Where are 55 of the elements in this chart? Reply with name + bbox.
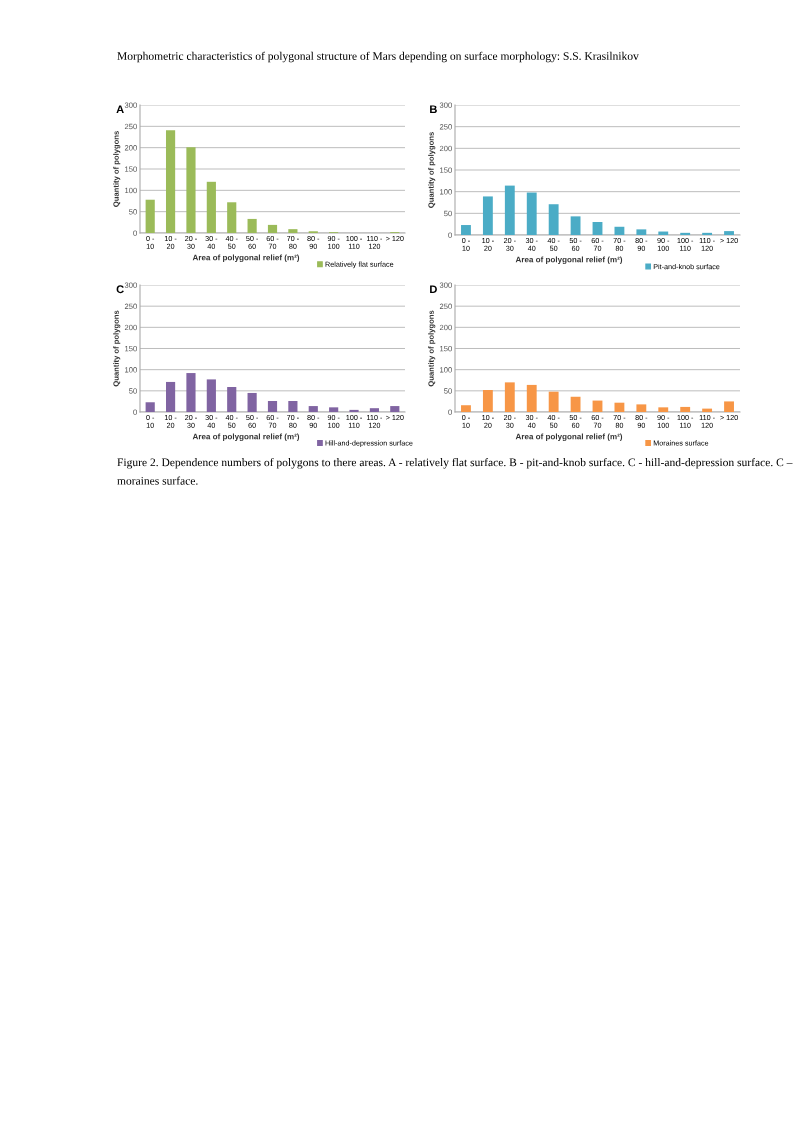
bar	[227, 387, 237, 412]
bar	[504, 382, 515, 412]
bar	[186, 147, 196, 233]
x-axis-title: Area of polygonal relief (m²)	[192, 433, 300, 441]
bar	[165, 381, 176, 412]
bar	[461, 405, 471, 412]
bar	[267, 400, 278, 412]
bar	[702, 408, 713, 412]
bar	[658, 407, 669, 412]
bar	[548, 391, 559, 412]
bar	[461, 225, 471, 235]
bar	[614, 226, 625, 235]
text: Morphometric characteristics of polygonal structure of Mars depending on surface morphology: S.S. Krasilnikov	[117, 51, 639, 63]
bar	[680, 232, 691, 235]
chart-title: D	[430, 285, 437, 294]
bar	[206, 181, 216, 233]
bar	[390, 406, 400, 412]
bar	[526, 384, 537, 412]
bar	[702, 232, 713, 235]
bar	[482, 196, 493, 235]
bar	[247, 392, 257, 412]
caption: Figure 2. Dependence numbers of polygons to there areas. A - relatively flat surface. B - pit-and-knob surface. C - hill-and-depression surface. C – moraines surface.	[117, 458, 793, 485]
bar	[724, 401, 734, 412]
bar	[636, 229, 647, 235]
bar	[206, 379, 216, 412]
bar	[349, 409, 359, 412]
bar	[288, 229, 298, 233]
bar	[247, 218, 257, 233]
bar	[592, 222, 603, 235]
bar	[548, 204, 559, 235]
x-axis-title: Area of polygonal relief (m²)	[192, 254, 300, 262]
bar	[636, 404, 647, 412]
bar	[369, 408, 380, 412]
chart-title: B	[430, 105, 437, 114]
bar	[329, 407, 339, 412]
bar	[145, 402, 155, 412]
bar	[570, 216, 581, 235]
bar	[186, 373, 196, 412]
bar	[267, 224, 278, 233]
x-axis-title: Area of polygonal relief (m²)	[515, 433, 623, 441]
bar	[482, 389, 493, 412]
bar	[570, 396, 581, 412]
bar	[680, 406, 691, 412]
bar	[504, 185, 515, 235]
bar	[308, 406, 318, 412]
bar	[165, 130, 176, 233]
bar	[724, 231, 734, 235]
chart-title: A	[116, 105, 124, 114]
chart-title: C	[116, 285, 124, 294]
bar	[526, 192, 537, 235]
bar	[614, 402, 625, 412]
bar	[288, 400, 298, 412]
bar	[145, 199, 155, 233]
bar	[227, 202, 237, 233]
x-axis-title: Area of polygonal relief (m²)	[515, 256, 623, 264]
